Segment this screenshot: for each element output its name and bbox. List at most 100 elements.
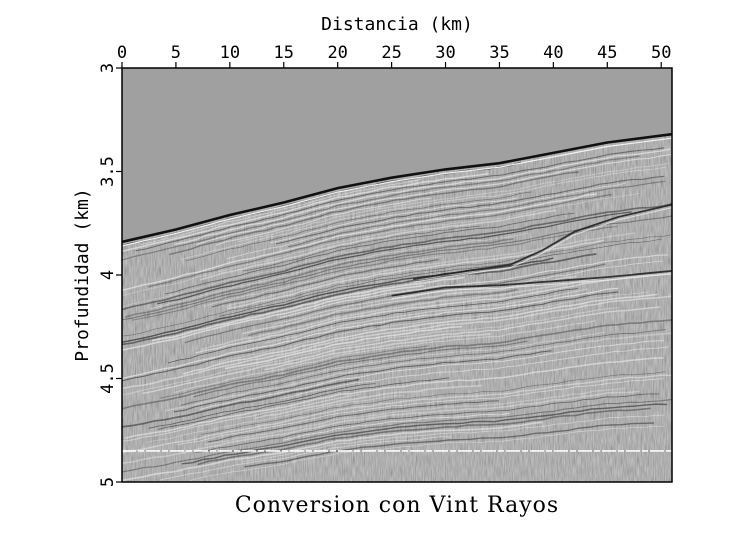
striation: [282, 412, 510, 441]
x-tick-label: 50: [651, 43, 671, 63]
striation: [224, 325, 463, 370]
x-tick-label: 40: [543, 43, 563, 63]
y-tick-label: 4.5: [98, 363, 118, 394]
y-axis: 3 3.5 4 4.5 5: [98, 63, 122, 487]
striation: [182, 293, 658, 375]
striation: [264, 332, 491, 371]
y-tick-label: 3.5: [98, 156, 118, 187]
striation: [189, 425, 665, 481]
striation: [168, 171, 579, 256]
y-axis-title: Profundidad (km): [72, 188, 93, 361]
striation: [175, 320, 596, 394]
striation: [140, 179, 422, 245]
x-tick-label: 15: [274, 43, 294, 63]
striation: [148, 383, 376, 429]
striation: [122, 246, 371, 308]
striation: [174, 148, 671, 245]
striation: [242, 275, 577, 335]
x-axis: 0 5 10 15 20 25 30 35 40 45 50: [117, 43, 671, 68]
striation: [287, 180, 666, 248]
striation: [180, 329, 666, 406]
striation: [243, 225, 481, 272]
striation: [199, 340, 664, 410]
x-tick-label: 20: [327, 43, 347, 63]
x-tick-label: 35: [489, 43, 509, 63]
striation: [195, 393, 660, 453]
striation: [122, 253, 597, 346]
striation: [122, 421, 543, 482]
striation: [203, 256, 442, 307]
striation: [177, 378, 664, 446]
striation: [243, 414, 665, 462]
lower-event-line: [391, 270, 672, 297]
x-axis-title: Distancia (km): [321, 14, 473, 35]
striation: [180, 166, 667, 260]
striation: [201, 371, 666, 435]
striation: [122, 203, 672, 311]
y-tick-label: 4: [98, 270, 118, 280]
striation: [122, 291, 619, 382]
striation: [164, 212, 575, 295]
striation: [122, 398, 672, 473]
striation: [173, 350, 552, 413]
striation: [122, 390, 640, 464]
striation: [207, 400, 500, 443]
striation: [122, 193, 597, 292]
striation: [247, 288, 518, 337]
x-tick-label: 30: [435, 43, 455, 63]
striation: [226, 182, 626, 260]
y-tick-label: 5: [98, 477, 118, 487]
striation: [264, 288, 589, 344]
striation: [122, 307, 619, 396]
striation: [167, 288, 578, 364]
striation: [122, 172, 489, 253]
striation: [193, 340, 528, 398]
striation: [124, 238, 514, 318]
striation: [142, 306, 661, 394]
striation: [122, 284, 425, 351]
striation: [124, 357, 664, 440]
striation: [122, 295, 672, 390]
seafloor-reflector: [122, 132, 672, 244]
striation: [269, 197, 518, 244]
deep-reflector-echo: [413, 207, 672, 283]
striation: [159, 345, 430, 399]
figure-caption: Conversion con Vint Rayos: [235, 493, 559, 518]
striation: [217, 291, 650, 363]
striation: [224, 232, 636, 308]
striation: [164, 332, 672, 412]
striation: [275, 175, 665, 245]
striation: [135, 147, 664, 252]
striation: [274, 260, 663, 325]
striation: [122, 378, 360, 428]
striation: [244, 422, 655, 468]
striation: [200, 209, 557, 281]
striation: [204, 387, 626, 446]
striation: [122, 234, 672, 337]
striation: [122, 393, 360, 442]
striation: [215, 197, 432, 246]
striation: [122, 319, 672, 410]
striation: [149, 232, 528, 310]
striation: [181, 403, 668, 465]
striation: [270, 331, 606, 384]
x-tick-label: 0: [117, 43, 127, 63]
striation: [219, 238, 662, 317]
striation: [237, 162, 669, 243]
striation: [132, 226, 618, 321]
striation: [196, 154, 672, 246]
striation: [151, 276, 465, 342]
striation: [157, 211, 632, 305]
striation: [145, 395, 405, 444]
x-tick-label: 25: [381, 43, 401, 63]
striation: [195, 273, 671, 354]
deep-reflector-line: [413, 203, 672, 280]
striation: [200, 272, 633, 351]
x-tick-label: 45: [597, 43, 617, 63]
y-tick-label: 3: [98, 63, 118, 73]
striation: [159, 436, 452, 481]
striation: [280, 346, 669, 400]
x-tick-label: 10: [220, 43, 240, 63]
striation: [211, 258, 439, 308]
